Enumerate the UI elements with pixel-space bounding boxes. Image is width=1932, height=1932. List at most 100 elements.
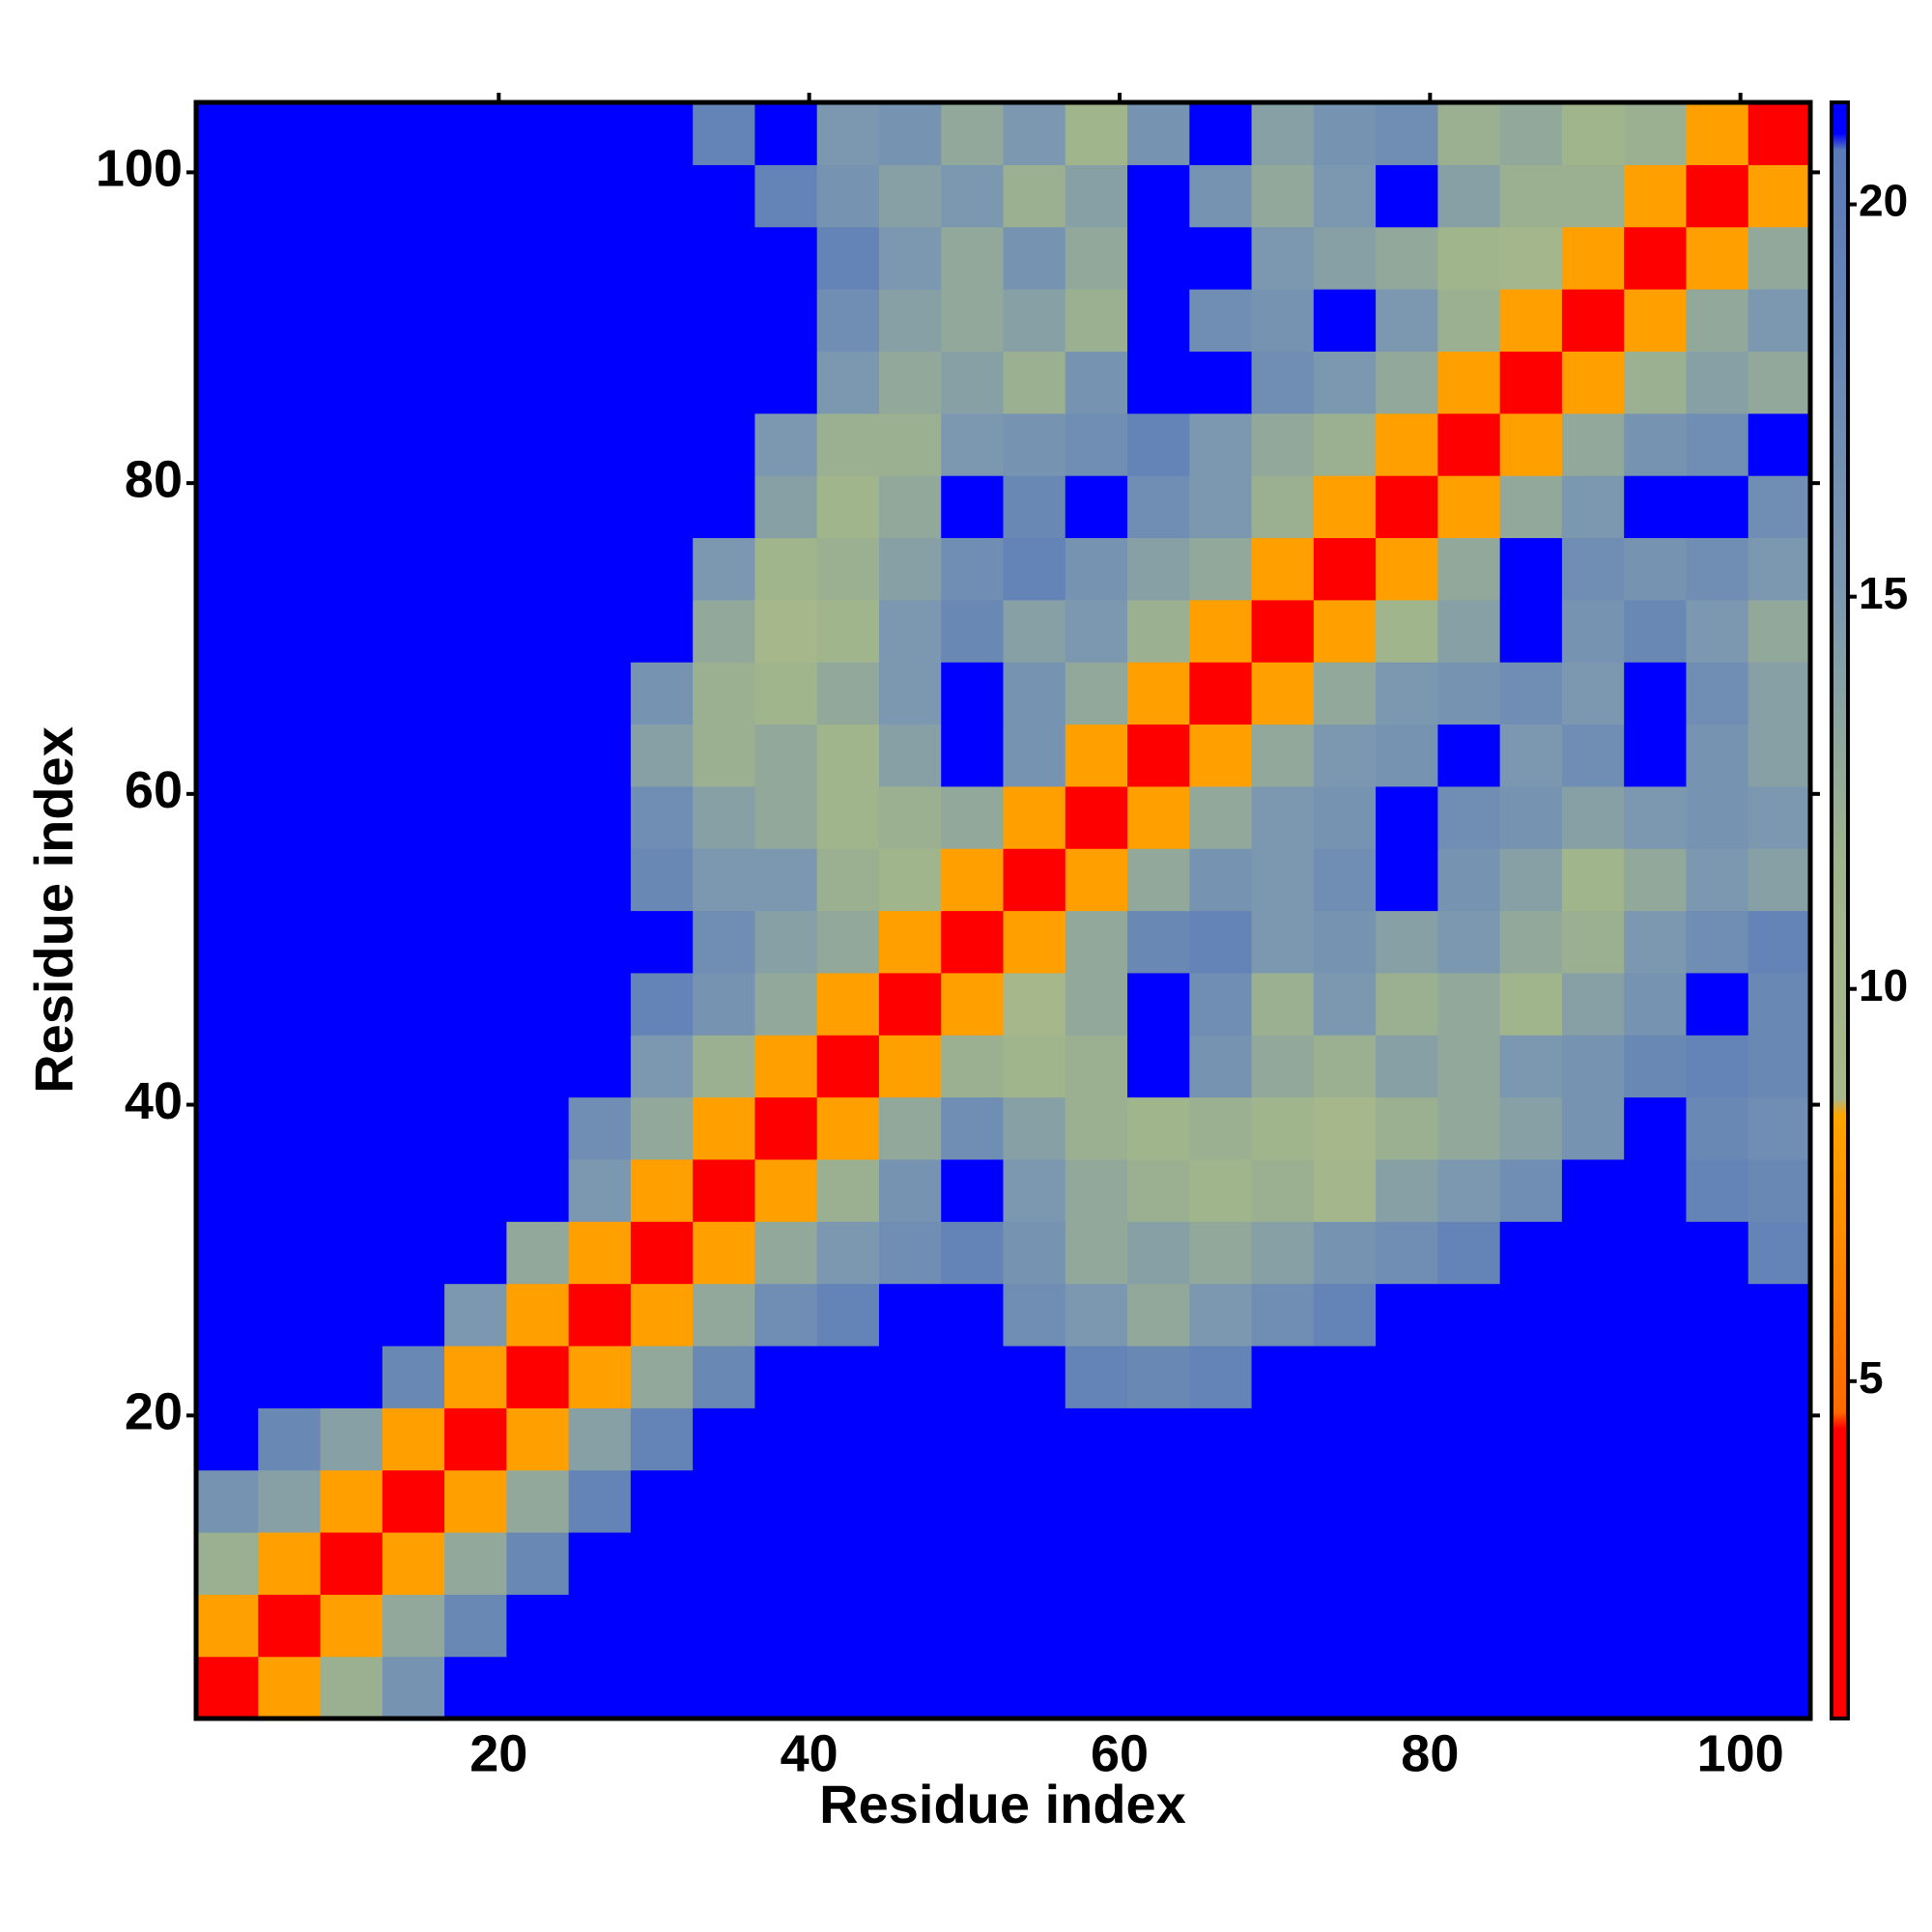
heatmap-cell	[196, 226, 259, 290]
heatmap-cell	[320, 1158, 384, 1222]
heatmap-cell	[1437, 226, 1501, 290]
heatmap-cell	[382, 537, 445, 601]
heatmap-cell	[754, 724, 818, 787]
heatmap-cell	[1376, 662, 1438, 725]
heatmap-cell	[568, 1469, 632, 1533]
heatmap-cell	[444, 412, 507, 476]
heatmap-cells	[196, 102, 1811, 1719]
heatmap-cell	[382, 226, 445, 290]
heatmap-cell	[630, 1345, 694, 1408]
heatmap-cell	[630, 226, 694, 290]
heatmap-cell	[320, 475, 384, 539]
heatmap-cell	[1251, 351, 1315, 414]
heatmap-cell	[754, 351, 818, 414]
heatmap-cell	[382, 1656, 445, 1719]
colorbar-frame	[1830, 100, 1850, 1720]
heatmap-cell	[1189, 164, 1253, 228]
heatmap-cell	[1003, 972, 1066, 1036]
heatmap-cell	[941, 910, 1005, 974]
heatmap-cell	[1189, 1221, 1253, 1285]
heatmap-cell	[1686, 351, 1749, 414]
heatmap-cell	[1313, 1096, 1377, 1160]
heatmap-cell	[1561, 1656, 1625, 1719]
heatmap-cell	[1313, 1531, 1377, 1595]
heatmap-cell	[1127, 1345, 1190, 1408]
heatmap-cell	[1251, 102, 1315, 165]
heatmap-cell	[196, 537, 259, 601]
heatmap-cell	[941, 226, 1005, 290]
heatmap-cell	[1189, 724, 1253, 787]
heatmap-cell	[196, 475, 259, 539]
y-tick-label: 80	[125, 450, 183, 508]
heatmap-cell	[1251, 1221, 1315, 1285]
heatmap-cell	[693, 1531, 756, 1595]
heatmap-cell	[1747, 537, 1811, 601]
heatmap-cell	[444, 226, 507, 290]
heatmap-cell	[878, 412, 942, 476]
x-tick-label: 60	[1091, 1724, 1149, 1782]
heatmap-cell	[506, 289, 570, 352]
colorbar-segment	[1832, 596, 1848, 872]
heatmap-cell	[1499, 1345, 1563, 1408]
heatmap-cell	[1003, 1656, 1066, 1719]
heatmap-cell	[444, 1283, 507, 1347]
heatmap-cell	[816, 1283, 880, 1347]
heatmap-cell	[568, 1407, 632, 1471]
heatmap-cell	[816, 1345, 880, 1408]
heatmap-cell	[941, 599, 1005, 663]
heatmap-cell	[1686, 1531, 1749, 1595]
heatmap-cell	[1561, 1096, 1625, 1160]
heatmap-cell	[1313, 599, 1377, 663]
heatmap-cell	[1624, 475, 1688, 539]
heatmap-cell	[1747, 599, 1811, 663]
heatmap-cell	[444, 102, 507, 165]
heatmap-cell	[1499, 1158, 1563, 1222]
heatmap-cell	[630, 164, 694, 228]
heatmap-cell	[1624, 1407, 1688, 1471]
heatmap-cell	[1376, 1221, 1438, 1285]
heatmap-cell	[258, 1531, 322, 1595]
heatmap-cell	[1686, 662, 1749, 725]
heatmap-cell	[506, 599, 570, 663]
heatmap-cell	[1499, 226, 1563, 290]
heatmap-cell	[1065, 537, 1128, 601]
heatmap-cell	[878, 662, 942, 725]
heatmap-cell	[444, 475, 507, 539]
heatmap-cell	[1003, 1345, 1066, 1408]
heatmap-cell	[816, 599, 880, 663]
heatmap-cell	[693, 724, 756, 787]
heatmap-cell	[1189, 226, 1253, 290]
heatmap-cell	[1561, 1407, 1625, 1471]
heatmap-cell	[320, 662, 384, 725]
colorbar-tick-label: 15	[1859, 568, 1908, 618]
heatmap-cell	[693, 1656, 756, 1719]
heatmap-cell	[1561, 662, 1625, 725]
heatmap-cell	[630, 848, 694, 912]
heatmap-cell	[816, 1656, 880, 1719]
heatmap-cell	[816, 475, 880, 539]
heatmap-cell	[1561, 1531, 1625, 1595]
heatmap-cell	[1499, 1221, 1563, 1285]
heatmap-cell	[506, 724, 570, 787]
heatmap-cell	[1065, 1469, 1128, 1533]
heatmap-cell	[1003, 1158, 1066, 1222]
heatmap-cell	[1065, 1158, 1128, 1222]
heatmap-cell	[816, 910, 880, 974]
heatmap-cell	[444, 1158, 507, 1222]
heatmap-cell	[816, 662, 880, 725]
heatmap-cell	[878, 848, 942, 912]
heatmap-cell	[1189, 1594, 1253, 1658]
heatmap-cell	[196, 785, 259, 849]
heatmap-cell	[754, 289, 818, 352]
heatmap-cell	[878, 226, 942, 290]
heatmap-cell	[1189, 1096, 1253, 1160]
heatmap-cell	[1127, 1656, 1190, 1719]
heatmap-cell	[1189, 1469, 1253, 1533]
heatmap-cell	[444, 351, 507, 414]
heatmap-cell	[1499, 1656, 1563, 1719]
heatmap-cell	[1624, 724, 1688, 787]
heatmap-cell	[693, 972, 756, 1036]
heatmap-cell	[1065, 475, 1128, 539]
heatmap-cell	[196, 972, 259, 1036]
heatmap-cell	[1624, 164, 1688, 228]
